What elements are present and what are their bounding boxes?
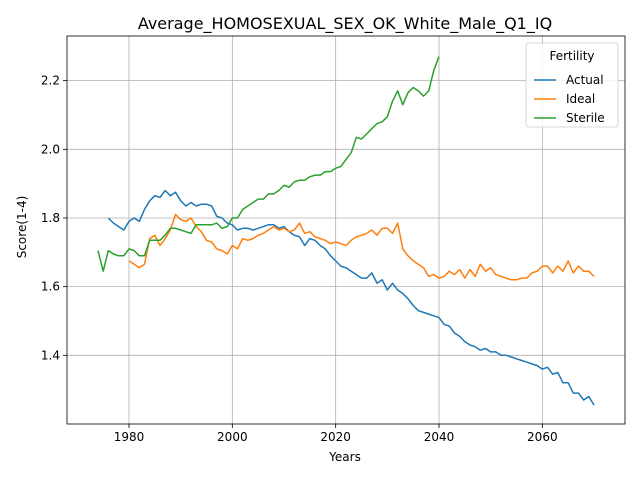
series-line-sterile <box>97 56 440 272</box>
legend-label-sterile: Sterile <box>566 111 605 125</box>
y-tick-label: 1.4 <box>41 348 60 362</box>
legend-label-actual: Actual <box>566 73 604 87</box>
y-axis-label: Score(1-4) <box>15 196 29 259</box>
y-tick-label: 2.2 <box>41 74 60 88</box>
series-line-ideal <box>128 213 595 281</box>
legend-label-ideal: Ideal <box>566 92 595 106</box>
y-tick-label: 1.8 <box>41 211 60 225</box>
series-lines <box>97 56 595 406</box>
x-tick-label: 1980 <box>114 430 145 444</box>
x-tick-label: 2000 <box>217 430 248 444</box>
axes-frame <box>66 35 626 425</box>
y-tick-label: 1.6 <box>41 280 60 294</box>
x-tick-label: 2040 <box>424 430 455 444</box>
legend-box <box>525 42 619 128</box>
y-tick-label: 2.0 <box>41 142 60 156</box>
chart-title: Average_HOMOSEXUAL_SEX_OK_White_Male_Q1_… <box>138 14 552 34</box>
x-axis-ticks: 1980 2000 2020 2040 2060 <box>114 424 558 444</box>
x-tick-label: 2060 <box>527 430 558 444</box>
series-line-actual <box>107 189 595 406</box>
legend: Fertility Actual Ideal Sterile <box>525 42 619 128</box>
x-axis-label: Years <box>328 450 361 464</box>
x-tick-label: 2020 <box>320 430 351 444</box>
legend-title: Fertility <box>549 49 594 63</box>
y-axis-ticks: 1.4 1.6 1.8 2.0 2.2 <box>41 74 67 362</box>
